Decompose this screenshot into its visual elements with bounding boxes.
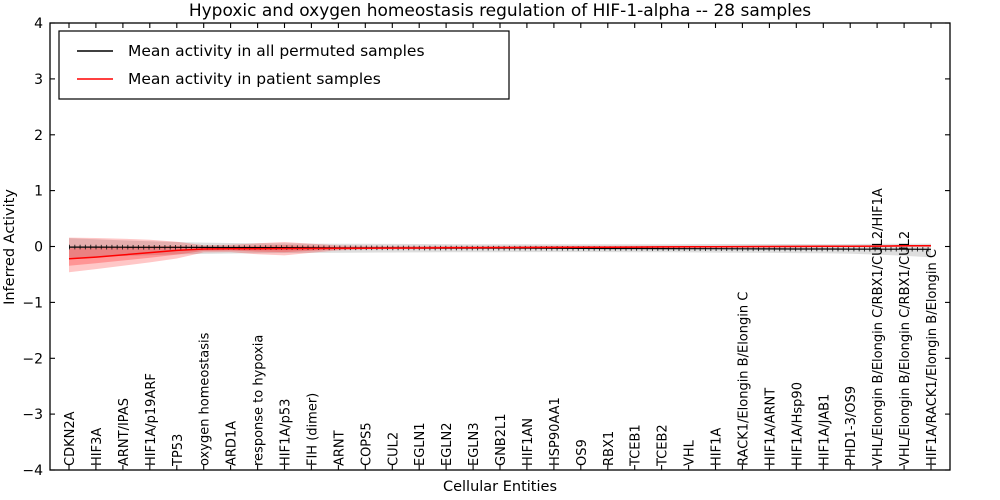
- y-tick-label: −2: [22, 351, 43, 367]
- y-tick-label: 0: [34, 240, 43, 256]
- category-label: HIF1A/p19ARF: [144, 373, 159, 466]
- category-label: HIF1A/RACK1/Elongin B/Elongin C: [925, 249, 940, 466]
- chart-title: Hypoxic and oxygen homeostasis regulatio…: [189, 1, 811, 21]
- y-tick-label: −1: [22, 295, 43, 311]
- category-label: HIF3A: [90, 428, 105, 466]
- category-label: EGLN2: [440, 422, 455, 466]
- category-label: PHD1-3/OS9: [844, 386, 859, 466]
- y-tick-label: −4: [22, 463, 43, 479]
- category-label: FIH (dimer): [305, 393, 320, 466]
- category-label: RACK1/Elongin B/Elongin C: [736, 292, 751, 466]
- category-label: EGLN3: [467, 422, 482, 466]
- y-tick-label: −3: [22, 407, 43, 423]
- category-label: TCEB1: [629, 424, 644, 467]
- category-label: HIF1A/Hsp90: [790, 382, 805, 466]
- legend-label-patient: Mean activity in patient samples: [128, 70, 381, 88]
- category-label: VHL/Elongin B/Elongin C/RBX1/CUL2/HIF1A: [871, 188, 886, 466]
- category-label: VHL: [683, 439, 698, 466]
- category-label: HIF1A/ARNT: [763, 388, 778, 466]
- category-label: ARNT/IPAS: [117, 398, 132, 466]
- category-label: ARD1A: [225, 421, 240, 466]
- category-label: OS9: [575, 439, 590, 466]
- category-label: TP53: [171, 434, 186, 467]
- plot-layer: CDKN2A HIF3A ARNT/IPAS HIF1A/p19ARF TP53 oxyg…: [22, 16, 951, 479]
- legend: Mean activity in all permuted samples Me…: [58, 30, 510, 100]
- category-label: HSP90AA1: [548, 397, 563, 466]
- y-tick-label: 4: [34, 16, 43, 32]
- category-label: CUL2: [386, 432, 401, 466]
- category-label: RBX1: [602, 431, 617, 466]
- patient-mean-line: [68, 244, 932, 260]
- legend-label-permuted: Mean activity in all permuted samples: [128, 42, 425, 60]
- category-label: VHL/Elongin B/Elongin C/RBX1/CUL2: [898, 231, 913, 466]
- y-tick-label: 3: [34, 72, 43, 88]
- category-label: GNB2L1: [494, 413, 509, 466]
- x-axis-label: Cellular Entities: [443, 479, 557, 495]
- y-tick-label: 2: [34, 128, 43, 144]
- band-patient-range-inner: [69, 245, 931, 266]
- y-tick-label: 1: [34, 184, 43, 200]
- category-label: HIF1A: [710, 428, 725, 466]
- category-label: COPS5: [359, 422, 374, 466]
- legend-box: [58, 30, 510, 100]
- category-label: TCEB2: [656, 424, 671, 467]
- category-label: ARNT: [332, 430, 347, 466]
- category-label: response to hypoxia: [252, 335, 267, 466]
- category-label: EGLN1: [413, 422, 428, 466]
- category-label: HIF1A/p53: [279, 399, 294, 466]
- category-label: oxygen homeostasis: [198, 332, 213, 466]
- category-label: HIF1A/JAB1: [817, 394, 832, 466]
- category-label: HIF1AN: [521, 418, 536, 466]
- y-axis-label: Inferred Activity: [2, 189, 18, 305]
- category-label: CDKN2A: [63, 411, 78, 466]
